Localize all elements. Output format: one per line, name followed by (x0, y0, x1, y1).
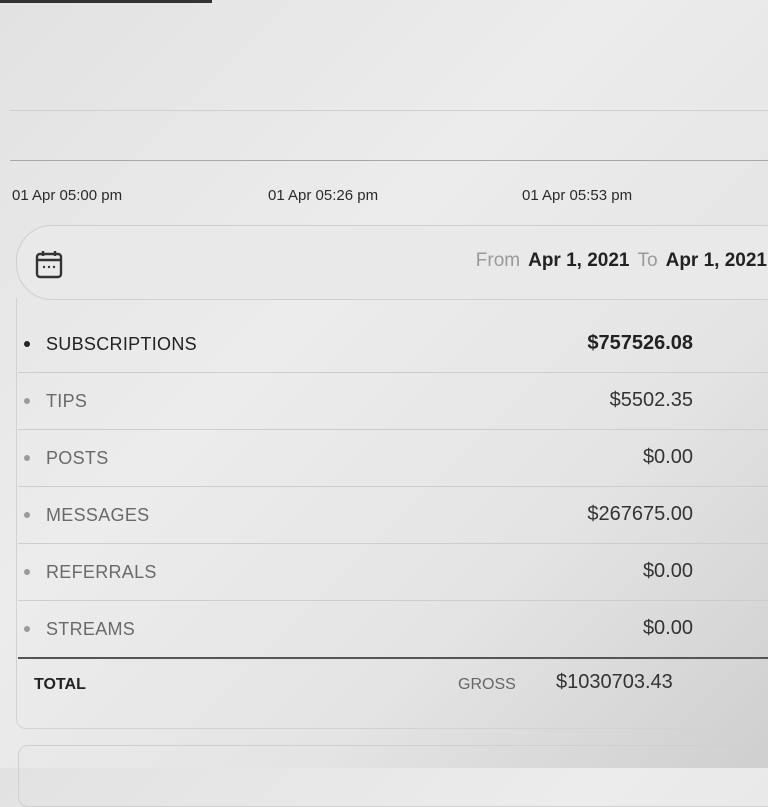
bullet-icon (24, 455, 30, 461)
earnings-card (16, 298, 768, 729)
date-range-picker[interactable]: From Apr 1, 2021 To Apr 1, 2021 (16, 225, 768, 300)
table-row: SUBSCRIPTIONS $757526.08 (18, 316, 768, 373)
bullet-icon (24, 569, 30, 575)
gross-label: GROSS (458, 676, 516, 693)
bullet-icon (24, 341, 30, 347)
bullet-icon (24, 626, 30, 632)
table-row: MESSAGES $267675.00 (18, 487, 768, 544)
row-amount: $267675.00 (587, 503, 693, 525)
next-card (18, 745, 768, 807)
chart-gridline (10, 110, 768, 111)
chart-axis-line (10, 160, 768, 161)
x-tick-label: 01 Apr 05:00 pm (12, 187, 123, 204)
row-label: MESSAGES (46, 505, 150, 525)
row-label: SUBSCRIPTIONS (46, 334, 197, 354)
row-label: REFERRALS (46, 562, 157, 582)
tab-indicator (0, 0, 212, 3)
total-row: TOTAL GROSS $1030703.43 (18, 658, 768, 714)
row-amount: $0.00 (642, 446, 693, 468)
calendar-icon[interactable] (35, 249, 63, 284)
row-amount: $5502.35 (609, 389, 693, 411)
row-amount: $0.00 (642, 617, 693, 639)
from-label: From (475, 250, 521, 271)
to-label: To (637, 250, 658, 271)
row-amount: $757526.08 (587, 332, 693, 354)
bullet-icon (24, 398, 30, 404)
table-row: TIPS $5502.35 (18, 373, 768, 430)
gross-amount: $1030703.43 (556, 671, 673, 693)
date-range-text: From Apr 1, 2021 To Apr 1, 2021 (468, 250, 767, 272)
bullet-icon (24, 512, 30, 518)
row-amount: $0.00 (642, 560, 693, 582)
row-label: STREAMS (46, 619, 136, 639)
row-label: POSTS (46, 448, 109, 468)
row-label: TIPS (46, 391, 88, 411)
table-row: STREAMS $0.00 (18, 601, 768, 659)
earnings-table: SUBSCRIPTIONS $757526.08 TIPS $5502.35 POS… (18, 316, 768, 659)
table-row: REFERRALS $0.00 (18, 544, 768, 601)
table-row: POSTS $0.00 (18, 430, 768, 487)
x-tick-label: 01 Apr 05:26 pm (268, 187, 379, 204)
x-tick-label: 01 Apr 05:53 pm (522, 187, 633, 204)
total-label: TOTAL (34, 676, 86, 693)
from-date[interactable]: Apr 1, 2021 (528, 250, 630, 271)
to-date[interactable]: Apr 1, 2021 (665, 250, 767, 271)
